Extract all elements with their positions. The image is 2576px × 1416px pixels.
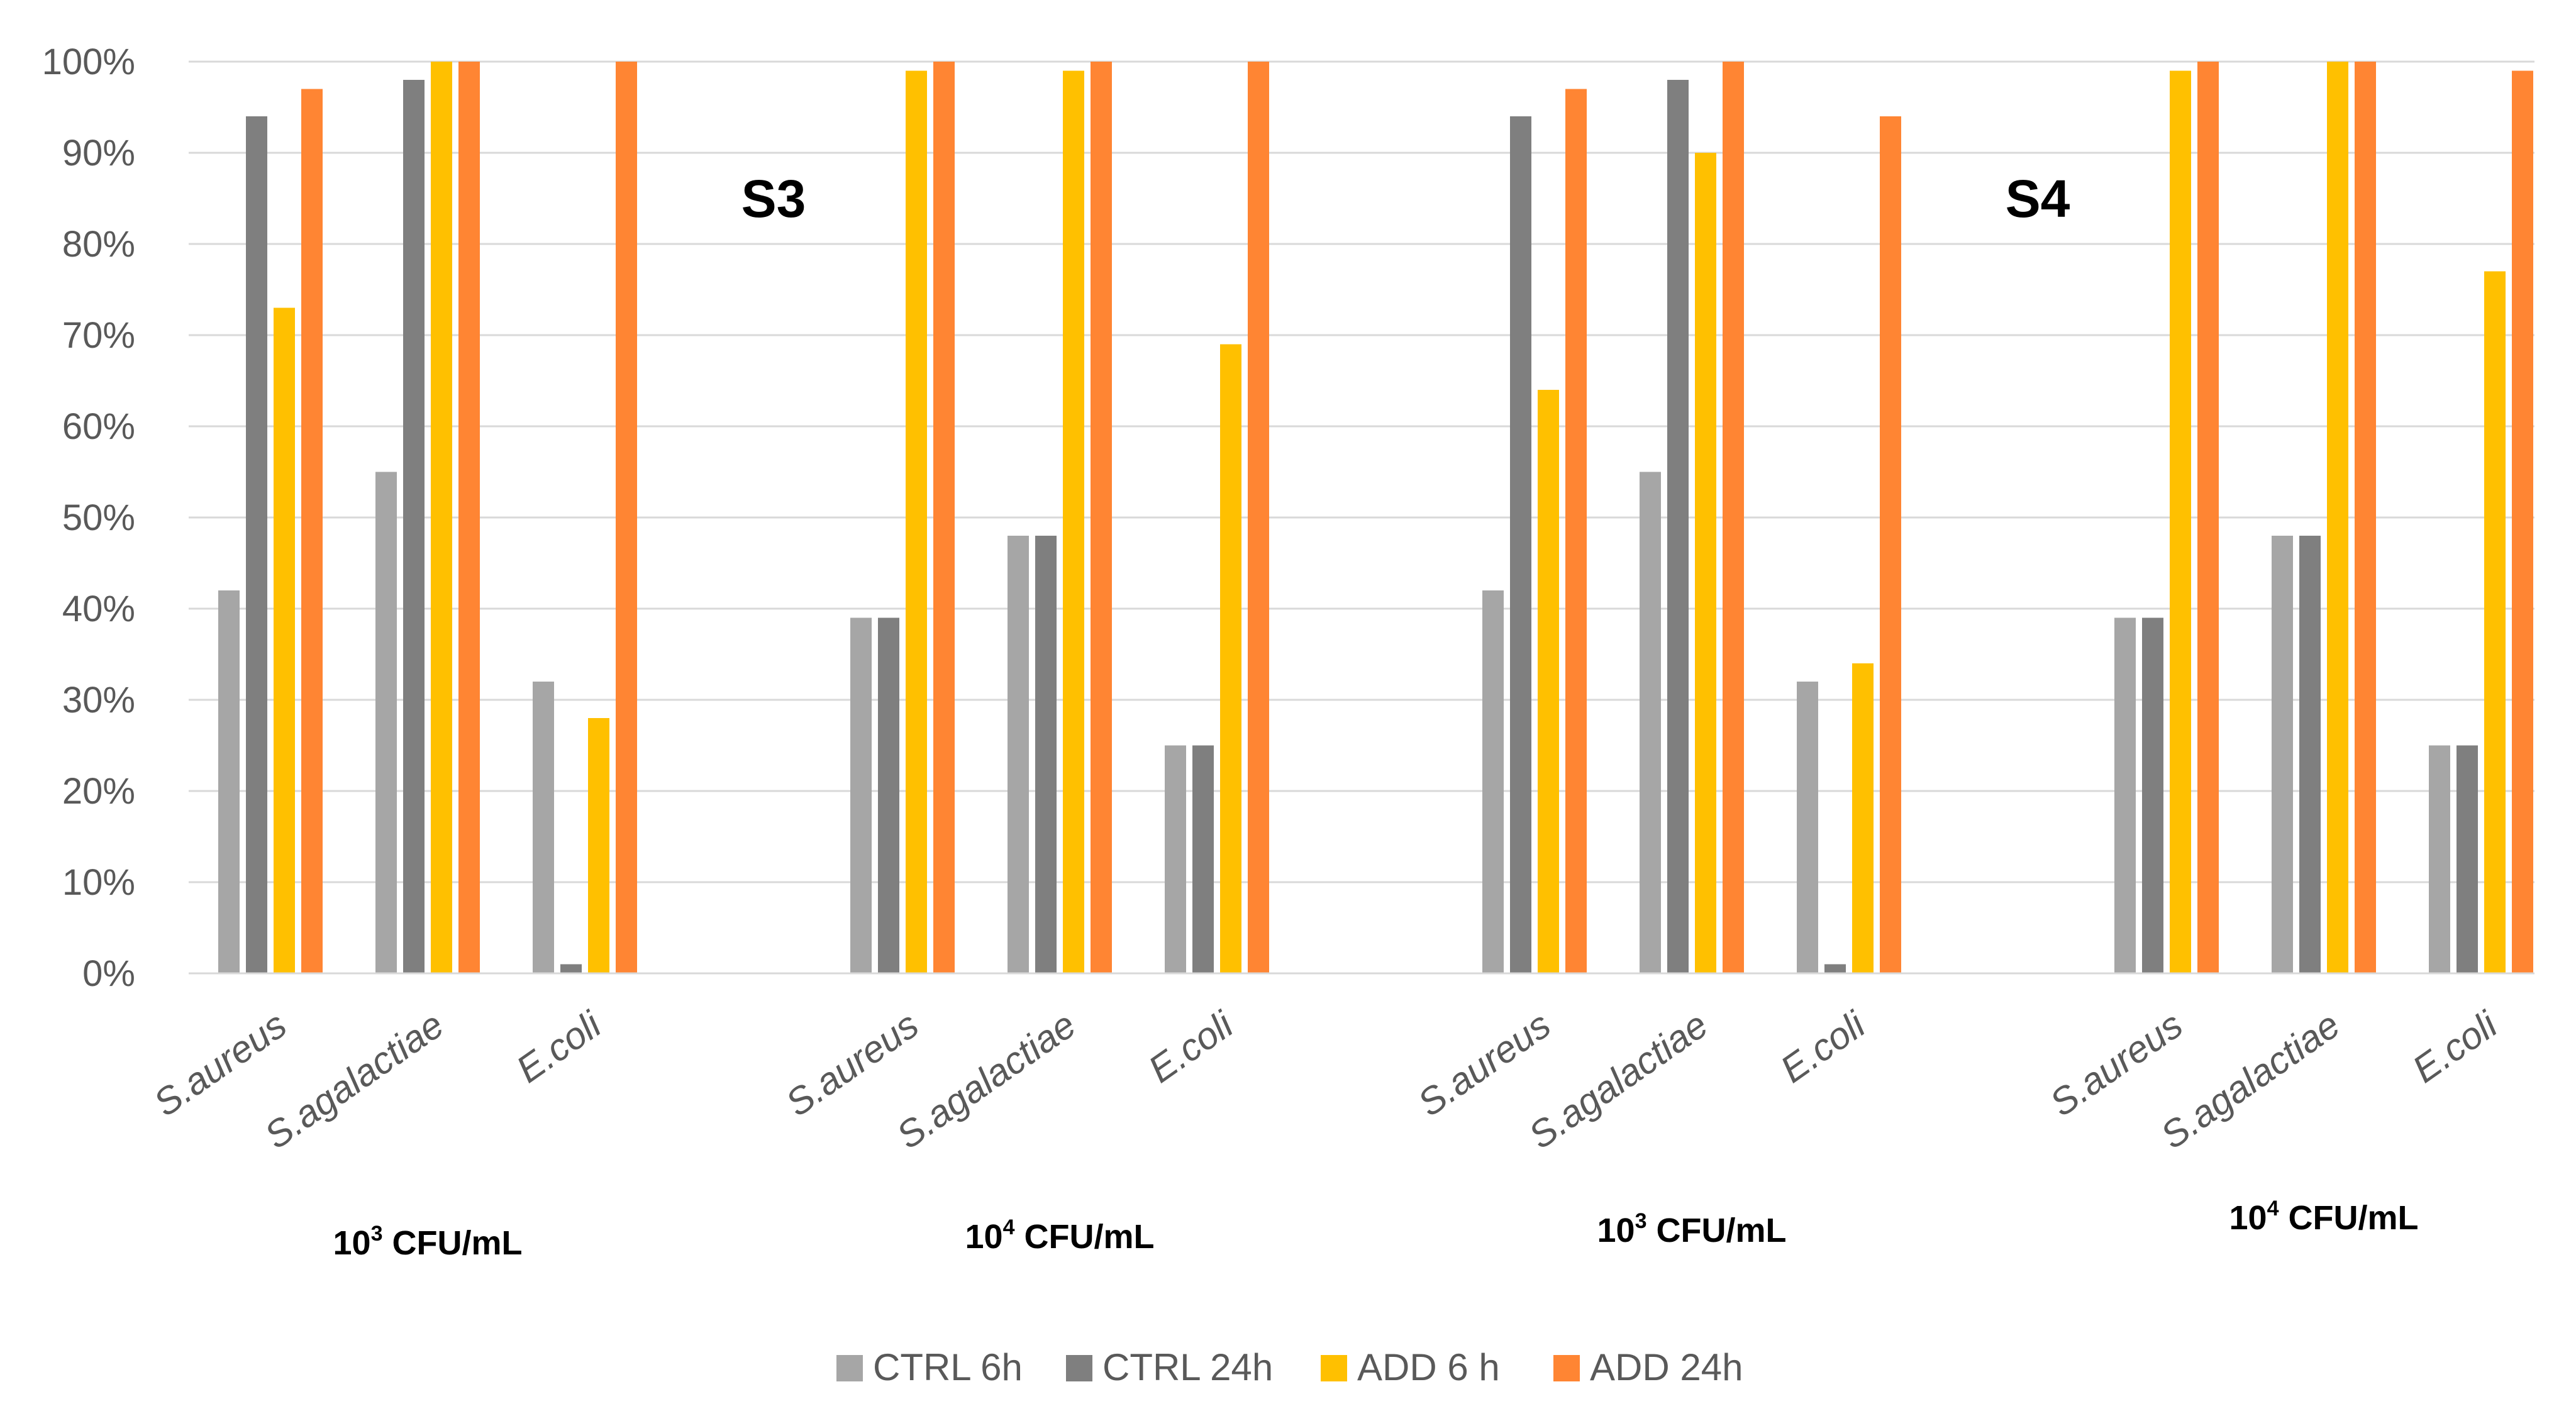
bar xyxy=(2457,745,2478,973)
category-label: S.agalactiae xyxy=(2153,1004,2348,1157)
bar xyxy=(431,62,452,973)
panel-label: S3 xyxy=(741,169,806,228)
bar xyxy=(1723,62,1744,973)
bar xyxy=(1824,964,1846,973)
category-label: S.agalactiae xyxy=(1521,1004,1716,1157)
bar xyxy=(1538,390,1559,973)
y-tick-label: 80% xyxy=(62,224,135,265)
category-label: S.aureus xyxy=(778,1004,926,1125)
group-label: 103 CFU/mL xyxy=(333,1222,523,1262)
bar xyxy=(1880,116,1901,973)
bar xyxy=(2272,536,2293,973)
bar xyxy=(2484,271,2506,973)
bar xyxy=(2170,70,2191,973)
bar xyxy=(1248,62,1269,973)
category-label: E.coli xyxy=(1141,1003,1241,1091)
bar xyxy=(2512,70,2533,973)
category-label: S.aureus xyxy=(2042,1004,2190,1125)
legend-swatch xyxy=(1553,1355,1580,1381)
y-tick-label: 0% xyxy=(82,953,135,994)
bar xyxy=(458,62,480,973)
bar xyxy=(1220,344,1241,973)
y-tick-label: 60% xyxy=(62,406,135,447)
bar xyxy=(1008,536,1029,973)
legend: CTRL 6h CTRL 24h ADD 6 h ADD 24h xyxy=(836,1346,1743,1388)
y-tick-label: 100% xyxy=(42,41,135,82)
group-label: 104 CFU/mL xyxy=(965,1215,1155,1256)
category-label: E.coli xyxy=(509,1003,609,1091)
bar xyxy=(533,682,554,973)
legend-item: ADD 6 h xyxy=(1321,1346,1500,1388)
bars xyxy=(218,62,2533,973)
y-tick-label: 10% xyxy=(62,862,135,903)
group-label: 104 CFU/mL xyxy=(2229,1197,2419,1237)
legend-item: CTRL 24h xyxy=(1066,1346,1273,1388)
bar xyxy=(1192,745,1214,973)
bar xyxy=(1035,536,1057,973)
bar xyxy=(2197,62,2219,973)
legend-item: ADD 24h xyxy=(1553,1346,1743,1388)
bar xyxy=(2114,617,2136,973)
y-tick-label: 40% xyxy=(62,589,135,629)
bar xyxy=(2429,745,2450,973)
bar xyxy=(403,80,425,973)
category-label: S.aureus xyxy=(1410,1004,1558,1125)
legend-item: CTRL 6h xyxy=(836,1346,1023,1388)
bar xyxy=(375,472,397,973)
bar xyxy=(933,62,955,973)
group-label: 103 CFU/mL xyxy=(1597,1209,1787,1249)
category-label: S.agalactiae xyxy=(257,1004,452,1157)
legend-swatch xyxy=(1066,1355,1092,1381)
category-label: S.aureus xyxy=(146,1004,294,1125)
bar xyxy=(274,307,295,973)
legend-label: ADD 24h xyxy=(1590,1346,1743,1388)
bar xyxy=(1091,62,1112,973)
category-label: S.agalactiae xyxy=(889,1004,1084,1157)
bar xyxy=(301,89,323,973)
y-axis-ticks: 0% 10% 20% 30% 40% 50% 60% 70% 80% 90% 100% xyxy=(42,41,135,994)
gridlines xyxy=(189,60,2534,883)
bar xyxy=(560,964,582,973)
bar xyxy=(2299,536,2321,973)
y-tick-label: 50% xyxy=(62,497,135,538)
legend-swatch xyxy=(836,1355,863,1381)
bar xyxy=(1565,89,1587,973)
bar xyxy=(246,116,267,973)
bar xyxy=(850,617,872,973)
bar xyxy=(1695,153,1716,973)
category-label: E.coli xyxy=(2405,1003,2506,1091)
bar xyxy=(1667,80,1689,973)
y-tick-label: 30% xyxy=(62,680,135,721)
category-label: E.coli xyxy=(1773,1003,1874,1091)
bar xyxy=(1852,663,1874,973)
y-tick-label: 20% xyxy=(62,771,135,812)
legend-swatch xyxy=(1321,1355,1347,1381)
panel-labels: S3 S4 xyxy=(741,169,2070,228)
group-labels: 103 CFU/mL 104 CFU/mL 103 CFU/mL 104 CFU/mL xyxy=(333,1197,2419,1262)
bar xyxy=(906,70,927,973)
bar xyxy=(218,590,240,973)
panel-label: S4 xyxy=(2006,169,2070,228)
bar xyxy=(1482,590,1504,973)
bar xyxy=(1165,745,1186,973)
bar xyxy=(1510,116,1531,973)
bar xyxy=(1063,70,1084,973)
bar xyxy=(2142,617,2163,973)
legend-label: CTRL 6h xyxy=(873,1346,1023,1388)
bar xyxy=(2355,62,2376,973)
legend-label: ADD 6 h xyxy=(1357,1346,1500,1388)
bar xyxy=(2327,62,2348,973)
bar xyxy=(1797,682,1818,973)
bar xyxy=(616,62,637,973)
legend-label: CTRL 24h xyxy=(1102,1346,1273,1388)
bar xyxy=(588,718,609,973)
bar xyxy=(1640,472,1661,973)
y-tick-label: 90% xyxy=(62,133,135,174)
bar xyxy=(878,617,899,973)
y-tick-label: 70% xyxy=(62,315,135,356)
